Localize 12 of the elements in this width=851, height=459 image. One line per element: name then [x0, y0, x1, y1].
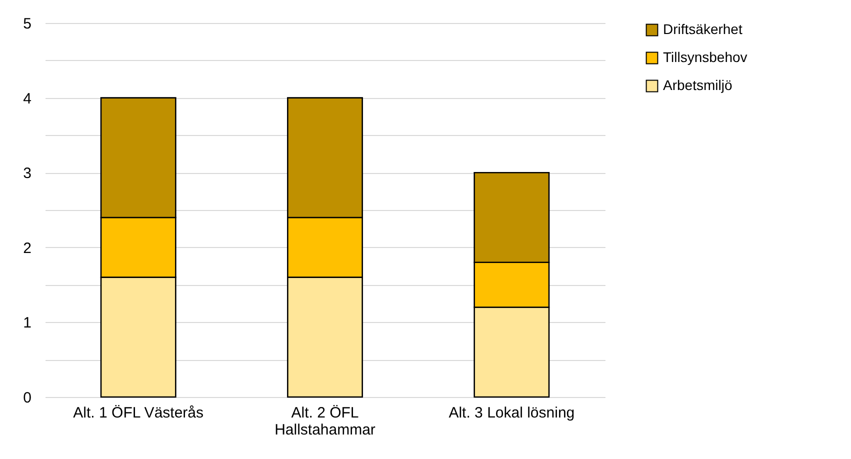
legend-label: Arbetsmiljö	[663, 77, 732, 93]
y-tick-label: 3	[23, 165, 32, 182]
y-tick-label: 0	[23, 390, 32, 406]
y-tick-label: 1	[23, 314, 32, 332]
x-tick-label: Alt. 2 ÖFL Hallstahammar	[274, 404, 376, 438]
y-tick-label: 5	[23, 16, 32, 32]
legend-label: Driftsäkerhet	[663, 21, 742, 37]
y-tick-label: 4	[23, 90, 32, 108]
y-tick-label: 2	[23, 240, 32, 257]
x-tick-label: Alt. 3 Lokal lösning	[448, 404, 575, 422]
x-tick-label: Alt. 1 ÖFL Västerås	[73, 404, 204, 422]
legend-label: Tillsynsbehov	[663, 49, 748, 65]
